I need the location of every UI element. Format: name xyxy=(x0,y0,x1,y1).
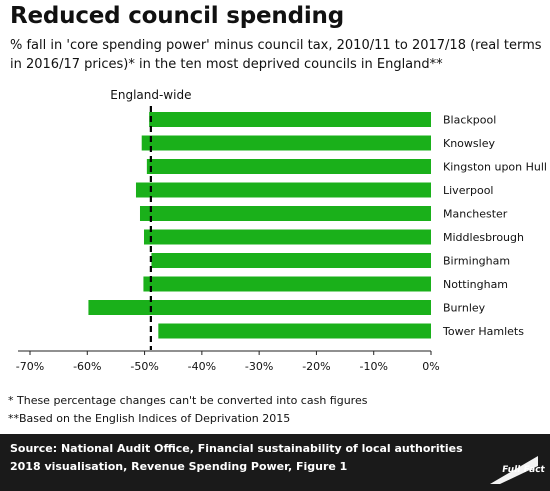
category-label: Blackpool xyxy=(443,114,496,127)
x-tick-label: 0% xyxy=(422,360,439,373)
x-tick-label: -60% xyxy=(73,360,101,373)
category-label: Manchester xyxy=(443,208,508,221)
footnote-2: **Based on the English Indices of Depriv… xyxy=(8,412,291,425)
bar-tower-hamlets xyxy=(158,323,431,339)
source-label: Source: xyxy=(10,442,58,455)
logo-text: Full Fact xyxy=(501,465,546,475)
chart-subtitle: % fall in 'core spending power' minus co… xyxy=(10,38,542,72)
category-label: Kingston upon Hull xyxy=(443,161,547,174)
category-label: Knowsley xyxy=(443,137,495,150)
x-tick-label: -10% xyxy=(360,360,388,373)
category-label: Middlesbrough xyxy=(443,231,524,244)
bar-burnley xyxy=(88,300,431,315)
source-text: Source: National Audit Office, Financial… xyxy=(10,440,465,476)
x-tick-label: -70% xyxy=(16,360,44,373)
chart-title: Reduced council spending xyxy=(10,3,344,29)
reference-line-label: England-wide xyxy=(110,88,191,102)
bar-liverpool xyxy=(135,182,431,198)
footnotes: * These percentage changes can't be conv… xyxy=(8,392,367,428)
bar-middlesbrough xyxy=(143,229,431,245)
bar-knowsley xyxy=(141,135,431,151)
x-tick-label: -20% xyxy=(302,360,330,373)
bar-manchester xyxy=(139,206,431,221)
source-bar: Source: National Audit Office, Financial… xyxy=(0,434,550,491)
footnote-1: * These percentage changes can't be conv… xyxy=(8,394,368,407)
bar-blackpool xyxy=(149,112,431,127)
bar-birmingham xyxy=(151,253,431,268)
category-label: Nottingham xyxy=(443,278,508,291)
bar-nottingham xyxy=(143,276,431,292)
full-fact-logo-icon xyxy=(490,456,538,484)
category-label: Liverpool xyxy=(443,184,493,197)
x-tick-label: -30% xyxy=(245,360,273,373)
bar-chart: Blackpool Knowsley Kingston upon Hull Liver… xyxy=(16,88,547,373)
x-tick-label: -40% xyxy=(188,360,216,373)
category-label: Tower Hamlets xyxy=(442,325,524,338)
x-tick-label: -50% xyxy=(130,360,158,373)
category-label: Burnley xyxy=(443,302,486,315)
category-label: Birmingham xyxy=(443,255,510,268)
bar-kingston-upon-hull xyxy=(146,159,431,174)
source-detail: National Audit Office, Financial sustain… xyxy=(10,442,463,473)
